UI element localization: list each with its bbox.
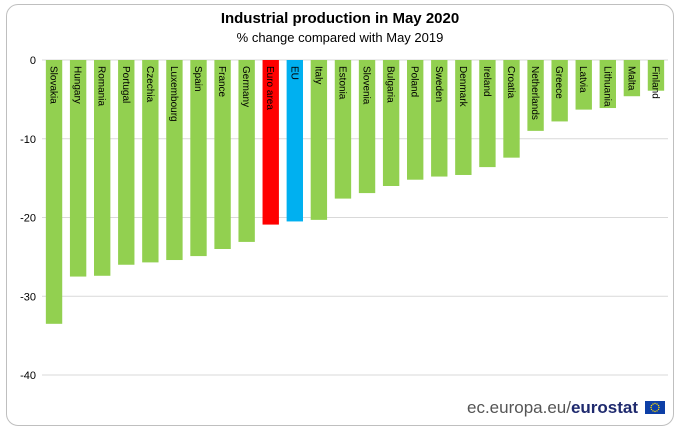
bar-latvia [575,60,592,110]
bar-malta [623,60,641,97]
bar-slovenia [358,60,376,194]
bar-spain [190,60,207,257]
source-footer: ec.europa.eu/eurostat [467,398,638,418]
bar-portugal [118,60,135,265]
category-label: Finland [649,66,660,99]
bar-croatia [503,60,520,158]
chart-title: Industrial production in May 2020 [220,10,460,27]
bars [45,60,665,324]
category-label: Ireland [481,66,492,97]
eu-flag-icon [645,401,665,414]
category-label: Spain [192,66,203,92]
category-label: Croatia [505,66,516,99]
category-label: Greece [553,66,564,99]
category-label: Euro area [264,66,275,110]
bar-eu [286,60,303,222]
eurostat-brand: eurostat [570,398,639,417]
category-label: Poland [409,66,420,97]
y-tick-label: -10 [20,134,36,146]
bar-luxembourg [166,60,183,261]
category-label: Denmark [457,66,468,108]
y-axis-ticks: 0 -10 -20 -30 -40 [20,55,36,382]
bar-greece [551,60,568,122]
bar-italy [310,60,328,220]
bar-sweden [431,60,448,177]
y-tick-label: -30 [20,291,36,303]
y-tick-label: -20 [20,213,36,225]
source-domain: ec.europa.eu/ [467,398,571,417]
bar-slovakia [45,60,63,324]
bar-romania [94,60,111,276]
category-label: Romania [96,66,107,106]
bar-estonia [334,60,352,199]
category-label: Germany [240,66,251,107]
category-label: EU [288,66,299,80]
category-label: Netherlands [529,66,540,120]
bar-labels: Slovakia Hungary Romania Portugal Czechia Lux… [48,66,661,122]
category-label: Malta [625,66,636,91]
category-label: Slovenia [361,66,372,105]
bar-bulgaria [382,60,400,186]
category-label: Estonia [336,66,347,100]
y-tick-label: 0 [30,55,36,67]
bar-poland [407,60,424,180]
category-label: Czechia [144,66,155,103]
category-label: Slovakia [48,66,59,104]
bar-lithuania [599,60,616,109]
bar-euro-area [262,60,279,225]
category-label: Bulgaria [385,66,396,103]
bar-ireland [479,60,496,168]
category-label: Italy [312,66,323,84]
category-label: Lithuania [601,66,612,107]
category-label: Portugal [120,66,131,103]
bar-czechia [142,60,159,263]
chart-subtitle: % change compared with May 2019 [236,30,444,45]
gridlines [42,59,668,376]
category-label: Luxembourg [168,66,179,122]
category-label: Hungary [72,66,83,104]
bar-finland [647,60,665,91]
bar-netherlands [527,60,544,131]
bar-hungary [69,60,87,277]
category-label: Sweden [433,66,444,102]
category-label: Latvia [577,66,588,93]
y-tick-label: -40 [20,370,36,382]
bar-france [214,60,231,249]
category-label: France [216,66,227,98]
bar-germany [238,60,255,242]
bar-denmark [455,60,472,175]
